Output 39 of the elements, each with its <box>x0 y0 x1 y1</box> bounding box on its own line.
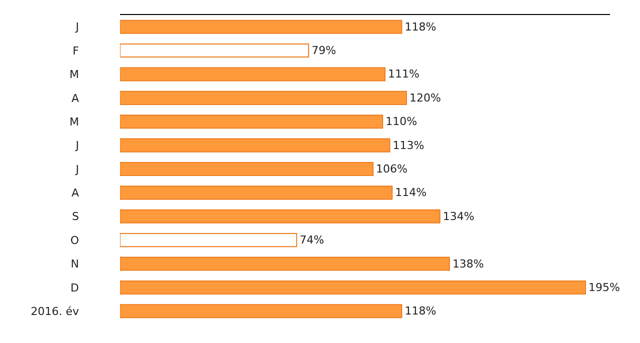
bar <box>120 256 450 271</box>
data-label: 118% <box>404 304 436 318</box>
data-label: 118% <box>404 20 436 34</box>
y-tick-label: 2016. év <box>30 305 80 318</box>
bar <box>120 186 393 200</box>
bar <box>120 233 298 248</box>
y-tick-label: N <box>70 258 79 271</box>
data-label: 114% <box>395 186 427 200</box>
data-label: 134% <box>442 210 474 223</box>
y-tick-label: M <box>70 115 79 128</box>
data-label: 74% <box>300 234 324 247</box>
bar <box>120 304 402 318</box>
bar <box>120 138 390 152</box>
data-label: 195% <box>588 280 620 294</box>
y-tick-label: S <box>72 210 80 224</box>
bar <box>120 20 402 34</box>
data-label: 110% <box>386 115 418 128</box>
y-tick-label: A <box>71 186 80 200</box>
data-label: 120% <box>409 91 441 104</box>
bar <box>120 280 586 294</box>
bar <box>120 44 310 58</box>
y-tick-label: O <box>70 234 80 247</box>
y-tick-label: A <box>71 92 80 105</box>
data-label: 138% <box>452 257 484 270</box>
bar <box>120 162 374 176</box>
y-tick-label: J <box>74 139 79 152</box>
y-tick-label: F <box>72 44 79 58</box>
y-tick-label: J <box>74 20 79 34</box>
data-label: 111% <box>388 68 420 81</box>
y-tick-label: J <box>74 162 79 176</box>
bar <box>120 209 440 224</box>
data-label: 106% <box>376 162 408 176</box>
data-label: 113% <box>392 138 424 152</box>
bar <box>120 90 407 105</box>
y-tick-label: D <box>70 281 79 294</box>
bar <box>120 114 384 129</box>
data-label: 79% <box>312 44 336 58</box>
y-tick-label: M <box>70 68 79 82</box>
bar <box>120 67 386 82</box>
